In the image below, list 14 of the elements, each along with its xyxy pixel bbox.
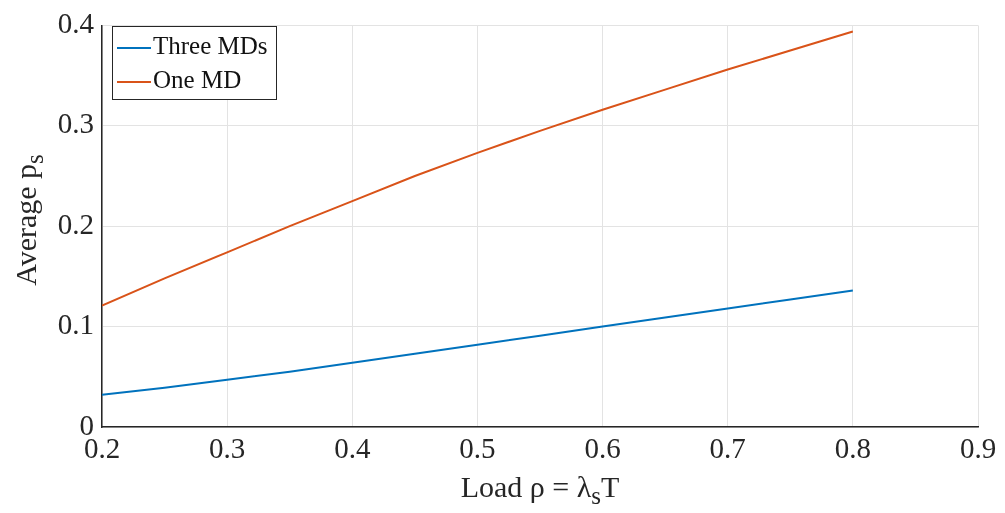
x-tick-label: 0.3 [209,432,246,465]
x-tick-label: 0.6 [584,432,621,465]
x-tick-label: 0.4 [334,432,371,465]
x-tick-label: 0.8 [834,432,871,465]
legend-label: Three MDs [152,31,268,61]
y-tick-label: 0.2 [57,207,94,240]
x-tick-label: 0.5 [459,432,496,465]
y-tick-label: 0.1 [57,308,94,341]
x-tick-label: 0.7 [709,432,746,465]
y-tick-label: 0.3 [57,107,94,140]
x-axis-title: Load ρ = λ$_{s}$T [459,470,621,510]
x-tick-label: 0.9 [959,432,997,465]
legend-label: One MD [152,65,243,95]
y-tick-label: 0.4 [57,7,95,40]
